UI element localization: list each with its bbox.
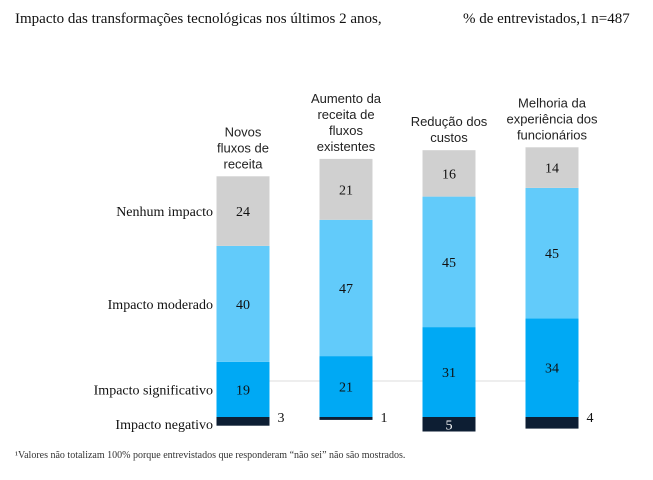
- bar-segment-impacto-moderado: [319, 219, 373, 357]
- category-label-line: experiência dos: [506, 111, 598, 126]
- legend-label-impacto-moderado: Impacto moderado: [108, 298, 213, 313]
- data-label-nenhum-impacto: 21: [339, 183, 353, 198]
- bar-segment-impacto-negativo: [216, 417, 270, 426]
- category-label-line: fluxos de: [217, 140, 269, 155]
- data-label-impacto-moderado: 40: [236, 298, 250, 313]
- category-label-line: receita de: [317, 107, 374, 122]
- data-label-nenhum-impacto: 14: [545, 162, 559, 177]
- data-label-impacto-negativo: 1: [381, 411, 388, 426]
- category-label-line: fluxos: [329, 123, 363, 138]
- chart-subtitle: % de entrevistados,1 n=487: [463, 11, 630, 27]
- category-label-line: Redução dos: [411, 114, 488, 129]
- bar-segment-impacto-moderado: [216, 245, 270, 362]
- category-label-line: Melhoria da: [518, 95, 587, 110]
- data-label-impacto-negativo: 3: [278, 411, 285, 426]
- data-label-impacto-negativo: 4: [587, 411, 594, 426]
- category-label-line: receita: [223, 156, 263, 171]
- data-label-impacto-significativo: 21: [339, 381, 353, 396]
- category-label: Redução dos custos: [411, 114, 488, 145]
- legend-label-impacto-negativo: Impacto negativo: [115, 418, 213, 433]
- legend-label-impacto-significativo: Impacto significativo: [94, 383, 213, 398]
- data-label-impacto-significativo: 19: [236, 383, 250, 398]
- bar-segment-impacto-significativo: [319, 356, 373, 417]
- chart-title: Impacto das transformações tecnológicas …: [15, 11, 382, 27]
- category-label: Melhoria da experiência dos funcionários: [506, 95, 598, 142]
- bar-segment-nenhum-impacto: [216, 176, 270, 246]
- category-label-line: existentes: [317, 139, 376, 154]
- bar-segment-impacto-significativo: [422, 327, 476, 417]
- data-label-nenhum-impacto: 16: [442, 167, 456, 182]
- category-label: Aumento da receita de fluxos existentes: [311, 91, 382, 154]
- bar-segment-nenhum-impacto: [319, 158, 373, 220]
- data-label-impacto-moderado: 47: [339, 282, 353, 297]
- data-label-nenhum-impacto: 24: [236, 205, 250, 220]
- data-label-impacto-moderado: 45: [442, 256, 456, 271]
- bar-segment-nenhum-impacto: [422, 150, 476, 197]
- data-label-impacto-significativo: 31: [442, 366, 456, 381]
- data-label-impacto-significativo: 34: [545, 362, 559, 377]
- bar-segment-impacto-significativo: [525, 318, 579, 417]
- bar-segment-impacto-moderado: [422, 196, 476, 328]
- bar-segment-nenhum-impacto: [525, 147, 579, 188]
- data-label-impacto-negativo: 5: [446, 418, 453, 433]
- bar-segment-impacto-moderado: [525, 187, 579, 319]
- bar-segment-impacto-negativo: [525, 417, 579, 429]
- bar-segment-impacto-negativo: [319, 417, 373, 420]
- data-label-impacto-moderado: 45: [545, 247, 559, 262]
- category-label: Novos fluxos de receita: [217, 124, 269, 171]
- category-label-line: Aumento da: [311, 91, 382, 106]
- bar-segment-impacto-negativo: [422, 417, 476, 432]
- legend-label-nenhum-impacto: Nenhum impacto: [116, 205, 213, 220]
- footnote: ¹Valores não totalizam 100% porque entre…: [15, 450, 406, 461]
- category-label-line: custos: [430, 130, 468, 145]
- bar-segment-impacto-significativo: [216, 361, 270, 417]
- category-label-line: Novos: [225, 124, 262, 139]
- category-label-line: funcionários: [517, 127, 588, 142]
